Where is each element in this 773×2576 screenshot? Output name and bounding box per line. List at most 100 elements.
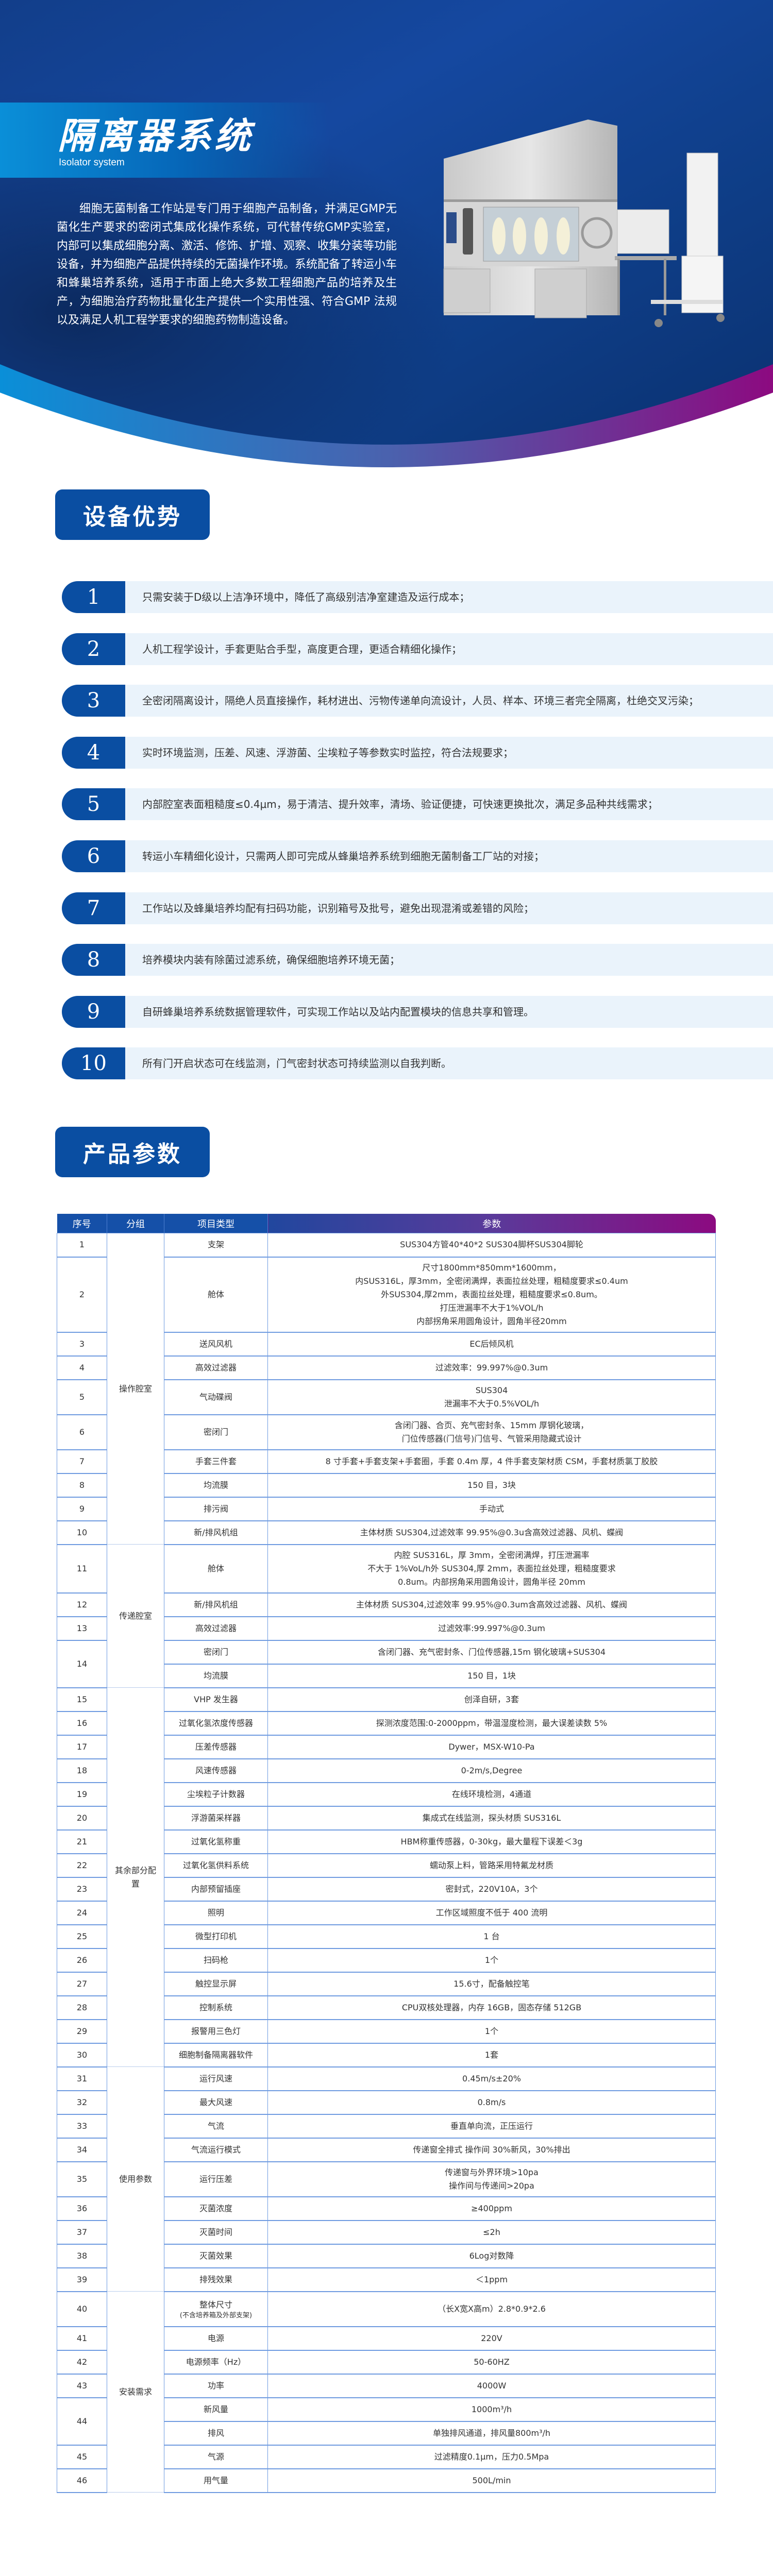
table-row: 28 控制系统 CPU双核处理器，内存 16GB，固态存储 512GB — [57, 1995, 716, 2020]
item-type-label: 送风风机 — [199, 1338, 232, 1349]
page-title: 隔离器系统 — [58, 115, 254, 157]
item-value: 工作区域照度不低于 400 流明 — [267, 1901, 716, 1925]
row-number: 44 — [57, 2397, 107, 2446]
advantage-number-badge: 3 — [62, 685, 125, 717]
item-value-line: 0.45m/s±20% — [462, 2073, 521, 2083]
advantage-number-badge: 9 — [62, 995, 125, 1028]
row-number: 42 — [57, 2350, 107, 2375]
table-row: 12 新/排风机组 主体材质 SUS304,过滤效率 99.95%@0.3um含高效… — [57, 1592, 716, 1617]
item-value-line: 含闭门器、充气密封条、门位传感器,15m 钢化玻璃+SUS304 — [377, 1647, 606, 1657]
item-value: 垂直单向流，正压运行 — [267, 2114, 716, 2139]
item-value-line: 手动式 — [479, 1503, 504, 1514]
item-type: 浮游菌采样器 — [164, 1806, 268, 1831]
row-number: 22 — [57, 1853, 107, 1878]
advantage-bar — [119, 840, 773, 872]
row-number: 41 — [57, 2326, 107, 2351]
item-value: CPU双核处理器，内存 16GB，固态存储 512GB — [267, 1995, 716, 2020]
header-type: 项目类型 — [164, 1214, 268, 1233]
item-value: 0.45m/s±20% — [267, 2066, 716, 2091]
item-value-line: ≥400ppm — [471, 2203, 512, 2213]
row-number: 17 — [57, 1735, 107, 1759]
item-type-label: 密闭门 — [203, 1647, 228, 1657]
advantage-number-badge: 10 — [62, 1047, 125, 1080]
table-row: 17 压差传感器 Dywer，MSX-W10-Pa — [57, 1735, 716, 1759]
item-type-label: 排风 — [207, 2428, 224, 2438]
item-type-label: 扫码枪 — [203, 1955, 228, 1965]
row-number: 14 — [57, 1640, 107, 1688]
item-type: 过氧化氢浓度传感器 — [164, 1711, 268, 1736]
item-value: 主体材质 SUS304,过滤效率 99.95%@0.3um含高效过滤器、风机、蝶… — [267, 1592, 716, 1617]
item-value: 1 台 — [267, 1924, 716, 1949]
item-type-label: 运行压差 — [199, 2174, 232, 2184]
row-group: 操作腔室 — [107, 1233, 164, 1545]
table-row: 38 灭菌效果 6Log对数降 — [57, 2244, 716, 2268]
page-subtitle: Isolator system — [59, 157, 125, 168]
item-type: VHP 发生器 — [164, 1687, 268, 1712]
table-row: 42 电源频率（Hz） 50-60HZ — [57, 2350, 716, 2375]
advantage-bar — [119, 581, 773, 613]
item-value-line: 工作区域照度不低于 400 流明 — [435, 1907, 548, 1918]
item-type: 报警用三色灯 — [164, 2019, 268, 2044]
item-type: 微型打印机 — [164, 1924, 268, 1949]
row-number: 26 — [57, 1948, 107, 1973]
item-value-line: 尺寸1800mm*850mm*1600mm， — [422, 1262, 561, 1273]
item-value: 传递窗全排式 操作间 30%新风，30%排出 — [267, 2138, 716, 2162]
row-number: 25 — [57, 1924, 107, 1949]
item-type: 最大风速 — [164, 2090, 268, 2115]
row-number: 8 — [57, 1473, 107, 1498]
row-number: 29 — [57, 2019, 107, 2044]
item-type-label: 支架 — [207, 1240, 224, 1250]
advantage-item: 4 实时环境监测，压差、风速、浮游菌、尘埃粒子等参数实时监控，符合法规要求； — [62, 736, 773, 769]
item-value-line: 传递窗全排式 操作间 30%新风，30%排出 — [413, 2144, 570, 2155]
table-row: 2 舱体 尺寸1800mm*850mm*1600mm， 内SUS316L，厚3mm，全… — [57, 1257, 716, 1333]
item-value-line: 单独排风通道，排风量800m³/h — [432, 2428, 551, 2438]
item-type-label: 整体尺寸 — [199, 2299, 232, 2310]
item-type: 气源 — [164, 2445, 268, 2469]
item-type-label: 控制系统 — [199, 2002, 232, 2012]
item-value-line: 探测浓度范围:0-2000ppm，带温湿度检测，最大误差读数 5% — [376, 1718, 608, 1728]
isolator-machine-image — [443, 120, 725, 327]
item-value: ≥400ppm — [267, 2196, 716, 2221]
intro-paragraph: 细胞无菌制备工作站是专门用于细胞产品制备，并满足GMP无菌化生产要求的密闭式集成… — [57, 202, 397, 327]
item-type-label: 新风量 — [203, 2404, 228, 2414]
table-row: 39 排残效果 ＜1ppm — [57, 2267, 716, 2292]
item-type: 气动碟阀 — [164, 1379, 268, 1415]
advantage-number-badge: 4 — [62, 736, 125, 769]
item-value-line: 主体材质 SUS304,过滤效率 99.95%@0.3u含高效过滤器、风机、蝶阀 — [360, 1527, 624, 1537]
row-number: 43 — [57, 2374, 107, 2398]
item-value-line: 8 寸手套+手套支架+手套圈，手套 0.4m 厚，4 件手套支架材质 CSM，手… — [325, 1456, 658, 1466]
item-type: 尘埃粒子计数器 — [164, 1782, 268, 1807]
advantage-item: 6 转运小车精细化设计，只需两人即可完成从蜂巢培养系统到细胞无菌制备工厂站的对接； — [62, 840, 773, 872]
table-row: 22 过氧化氢供料系统 蠕动泵上料，管路采用特氟龙材质 — [57, 1853, 716, 1878]
advantage-text: 培养模块内装有除菌过滤系统，确保细胞培养环境无菌； — [142, 954, 400, 967]
table-row: 11 传递腔室 舱体 内腔 SUS316L，厚 3mm，全密闭满焊，打压泄漏率 不大于 … — [57, 1544, 716, 1688]
advantage-number-badge: 1 — [62, 581, 125, 613]
item-value-line: 50-60HZ — [474, 2357, 510, 2367]
params-section-title: 产品参数 — [55, 1127, 210, 1177]
item-value-line: 集成式在线监测，探头材质 SUS316L — [422, 1812, 561, 1823]
item-type: 排污阀 — [164, 1497, 268, 1521]
table-row: 16 过氧化氢浓度传感器 探测浓度范围:0-2000ppm，带温湿度检测，最大误差读… — [57, 1711, 716, 1736]
table-row: 46 用气量 500L/min — [57, 2468, 716, 2493]
item-type-label: 内部预留插座 — [191, 1884, 241, 1894]
advantage-number-badge: 8 — [62, 944, 125, 976]
item-type-label: 灭菌时间 — [199, 2227, 232, 2237]
row-number: 21 — [57, 1829, 107, 1854]
item-value-line: 15.6寸，配备触控笔 — [453, 1978, 530, 1989]
item-value-line: EC后倾风机 — [469, 1338, 514, 1349]
item-type: 送风风机 — [164, 1332, 268, 1357]
item-type-label: 高效过滤器 — [195, 1362, 237, 1372]
table-row: 45 气源 过滤精度0.1μm，压力0.5Mpa — [57, 2445, 716, 2469]
advantage-bar — [119, 736, 773, 769]
item-value: 8 寸手套+手套支架+手套圈，手套 0.4m 厚，4 件手套支架材质 CSM，手… — [267, 1449, 716, 1474]
item-value: EC后倾风机 — [267, 1332, 716, 1357]
advantage-text: 内部腔室表面粗糙度≤0.4μm，易于清洁、提升效率，清场、验证便捷，可快速更换批… — [142, 798, 658, 811]
item-value: 密封式，220V10A，3个 — [267, 1877, 716, 1902]
item-value: 4000W — [267, 2374, 716, 2398]
item-type-label: 功率 — [207, 2380, 224, 2391]
item-value: 500L/min — [267, 2468, 716, 2493]
item-value: 1个 — [267, 2019, 716, 2044]
table-row: 19 尘埃粒子计数器 在线环境检测，4通道 — [57, 1782, 716, 1807]
advantage-item: 9 自研蜂巢培养系统数据管理软件，可实现工作站以及站内配置模块的信息共享和管理。 — [62, 995, 773, 1028]
item-value: 220V — [267, 2326, 716, 2351]
